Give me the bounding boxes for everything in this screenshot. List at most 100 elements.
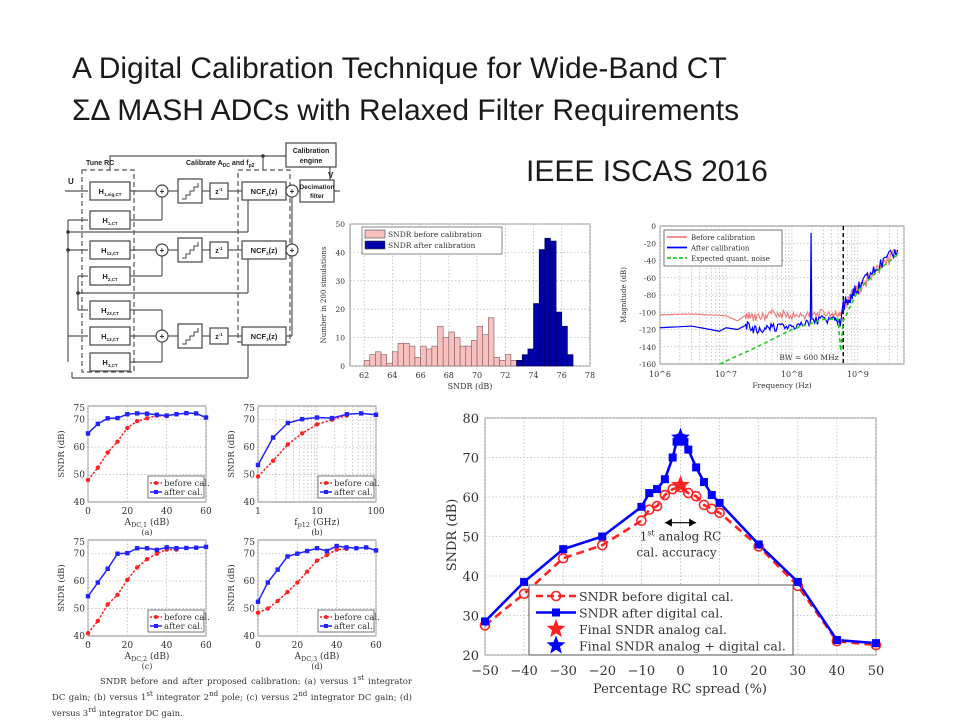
y-tick-label: 40 — [335, 248, 345, 257]
legend-label: After calibration — [690, 245, 750, 253]
title-line-1: A Digital Calibration Technique for Wide… — [72, 52, 727, 85]
x-tick-label: 30 — [790, 664, 807, 679]
filter-label: H3,CT — [102, 358, 117, 368]
histogram-bar — [380, 354, 388, 367]
x-tick-label: 68 — [444, 371, 454, 380]
sndr-histogram: 62 64 66 68 70 72 74 76 78 0 10 20 30 40 50 SNDR (dB) Nu… — [320, 220, 595, 391]
data-point — [299, 431, 305, 436]
legend: SNDR before calibration SNDR after calibr… — [361, 226, 503, 255]
histogram-bar — [465, 345, 472, 367]
histogram-bar — [386, 362, 393, 367]
histogram-bar — [488, 317, 495, 367]
legend-star-icon — [546, 619, 566, 638]
histogram-bar — [397, 342, 404, 367]
data-point-square — [637, 502, 646, 511]
y-tick-label: 60 — [244, 443, 256, 453]
filter-block-0: H1,sig,CT — [89, 181, 131, 201]
data-point — [255, 610, 261, 615]
y-axis-label: SNDR (dB) — [56, 430, 67, 478]
data-point — [115, 592, 120, 598]
legend-marker — [552, 608, 560, 617]
data-point — [314, 415, 320, 420]
data-point-circle — [557, 552, 569, 564]
histogram-bar — [516, 360, 523, 367]
y-tick-label: 40 — [244, 632, 256, 642]
histogram-bar — [375, 351, 382, 367]
ncf-label: NCF2(z) — [251, 246, 278, 256]
y-tick-label: -80 — [644, 291, 656, 300]
y-tick-label: -40 — [644, 257, 656, 266]
data-point — [134, 565, 140, 570]
y-tick-label: 75 — [244, 538, 256, 548]
legend: before cal.after cal. — [317, 475, 380, 499]
data-point — [164, 413, 169, 418]
legend-marker — [550, 590, 562, 602]
histogram-bar — [431, 345, 438, 367]
histogram-bar — [369, 354, 376, 367]
legend-marker — [154, 624, 158, 628]
subplot-label: (c) — [142, 662, 153, 671]
data-point — [299, 416, 305, 422]
x-tick-label: 20 — [122, 507, 134, 517]
legend-marker — [154, 490, 158, 494]
y-tick-label: 75 — [74, 404, 86, 414]
data-point — [203, 415, 209, 420]
y-axis-label: SNDR (dB) — [226, 564, 237, 612]
x-tick-label: 0 — [255, 641, 261, 651]
data-point — [285, 442, 291, 447]
subplot-label: (a) — [141, 528, 152, 536]
data-point — [304, 548, 310, 554]
data-point-square — [699, 477, 708, 486]
annotation-line-1: 1st analog RC — [640, 528, 722, 543]
histogram-bar — [482, 334, 489, 367]
legend-marker — [324, 490, 328, 494]
histogram-bar — [561, 325, 568, 367]
y-tick-label: 50 — [335, 220, 345, 229]
data-point — [314, 558, 320, 563]
legend-label: Before calibration — [691, 234, 756, 242]
x-tick-label: 50 — [868, 664, 885, 679]
histogram-bar — [471, 340, 478, 367]
data-point-circle — [690, 490, 702, 502]
data-point — [184, 545, 189, 551]
x-tick-label: 40 — [161, 641, 173, 651]
y-tick-label: 60 — [462, 491, 479, 506]
y-axis-label: SNDR (dB) — [56, 564, 67, 612]
output-summer-1: + — [285, 243, 299, 257]
legend-label: SNDR before digital cal. — [579, 589, 734, 604]
histogram-bar — [510, 360, 517, 367]
x-tick-label: 10^9 — [847, 370, 869, 379]
histogram-bar — [538, 249, 546, 367]
staircase-icon — [182, 242, 199, 259]
title-line-2: ΣΔ MASH ADCs with Relaxed Filter Require… — [72, 94, 740, 127]
spectrum-series-line — [659, 248, 899, 322]
legend-label: after cal. — [334, 622, 373, 632]
data-point — [134, 418, 140, 424]
x-tick-label: 66 — [415, 371, 425, 380]
x-tick-label: −30 — [549, 664, 576, 679]
data-point — [154, 412, 160, 417]
legend-label: SNDR after calibration — [388, 241, 476, 250]
data-point — [270, 458, 276, 464]
data-point-square — [559, 545, 568, 554]
staircase-icon — [182, 328, 199, 345]
data-point-star — [671, 475, 690, 494]
analog-filters-dashed-box — [81, 169, 135, 373]
y-tick-label: 10 — [335, 334, 345, 343]
y-tick-label: 60 — [74, 443, 86, 453]
x-tick-label: 0 — [85, 641, 91, 651]
y-tick-label: 40 — [74, 632, 86, 642]
histogram-bar — [544, 237, 551, 367]
data-point — [85, 431, 91, 436]
data-point-circle — [636, 515, 647, 526]
legend-marker — [324, 481, 328, 485]
x-tick-label: 20 — [292, 641, 304, 651]
filter-label: H2,CT — [102, 272, 117, 282]
annotation-line-2: cal. accuracy — [637, 545, 717, 559]
data-point — [358, 411, 364, 416]
gridlines — [257, 406, 377, 502]
filter-block-6: H3,CT — [89, 352, 131, 372]
histogram-bar — [448, 331, 455, 367]
x-tick-label: 60 — [370, 641, 382, 651]
filter-label: H12,CT — [101, 246, 119, 256]
